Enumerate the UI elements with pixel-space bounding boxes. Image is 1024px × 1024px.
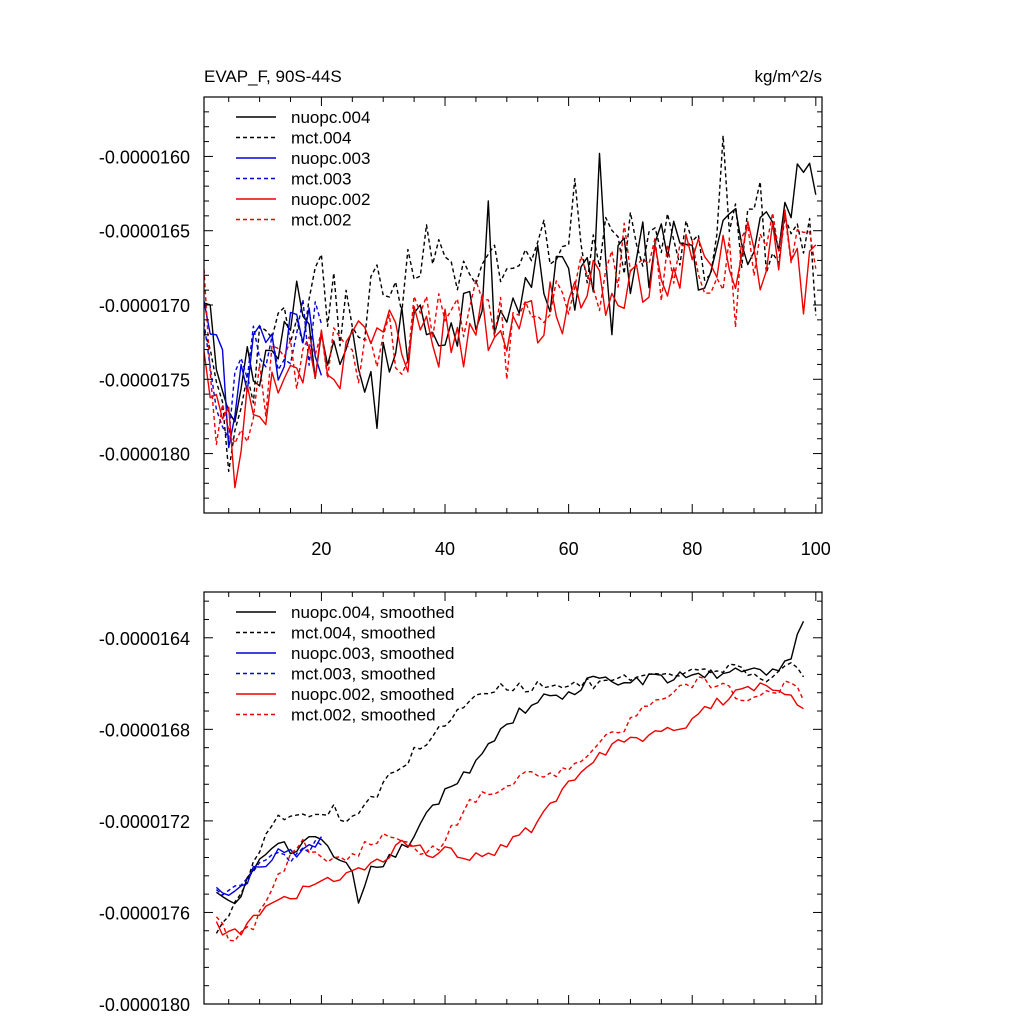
series-line-nuopc-002 [204,209,817,489]
series-line-nuopc-004-smoothed [215,620,805,905]
y-tick-label: -0.0000164 [99,629,190,649]
x-tick-label: 80 [682,539,702,559]
x-tick-label: 40 [435,539,455,559]
legend-label-mct-002-smoothed: mct.002, smoothed [291,706,436,725]
x-tick-label: 100 [801,539,831,559]
series-line-mct-003-smoothed [215,840,322,896]
series-line-nuopc-003 [204,300,323,449]
y-tick-label: -0.0000172 [99,812,190,832]
top-plot-lines [204,134,817,489]
legend-label-mct-002: mct.002 [291,211,351,230]
legend-label-nuopc-002-smoothed: nuopc.002, smoothed [291,685,455,704]
x-tick-label: 20 [311,539,331,559]
y-tick-label: -0.0000165 [99,222,190,242]
chart-title: EVAP_F, 90S-44S [204,67,342,86]
chart-units: kg/m^2/s [755,67,823,86]
bottom-panel: -0.0000164 -0.0000168 -0.0000172 -0.0000176… [99,591,823,1015]
series-line-nuopc-003-smoothed [215,836,323,896]
series-line-mct-002 [204,212,817,446]
y-tick-label: -0.0000170 [99,296,190,316]
top-panel: 20 40 60 80 100 -0.0000160 -0.0000165 -0.000017… [99,96,831,559]
top-axes: 20 40 60 80 100 -0.0000160 -0.0000165 -0.000017… [99,96,831,559]
y-tick-label: -0.0000180 [99,445,190,465]
series-line-nuopc-002-smoothed [215,682,804,936]
series-line-mct-003 [204,298,323,440]
legend-label-mct-004: mct.004 [291,129,351,148]
legend-label-nuopc-002: nuopc.002 [291,190,370,209]
y-tick-label: -0.0000176 [99,903,190,923]
y-tick-label: -0.0000160 [99,147,190,167]
legend-label-nuopc-004: nuopc.004 [291,108,370,127]
y-tick-label: -0.0000168 [99,720,190,740]
x-tick-label: 60 [559,539,579,559]
legend-label-mct-004-smoothed: mct.004, smoothed [291,624,436,643]
series-line-mct-002-smoothed [215,676,805,942]
legend-label-nuopc-003: nuopc.003 [291,149,370,168]
y-tick-label: -0.0000180 [99,995,190,1015]
legend-label-nuopc-003-smoothed: nuopc.003, smoothed [291,644,455,663]
plot-frame [203,591,823,1005]
legend-label-nuopc-004-smoothed: nuopc.004, smoothed [291,603,455,622]
bottom-plot-lines [215,620,805,942]
legend-label-mct-003-smoothed: mct.003, smoothed [291,665,436,684]
legend-label-mct-003: mct.003 [291,170,351,189]
y-tick-label: -0.0000175 [99,370,190,390]
bottom-axes: -0.0000164 -0.0000168 -0.0000172 -0.0000176… [99,591,823,1015]
